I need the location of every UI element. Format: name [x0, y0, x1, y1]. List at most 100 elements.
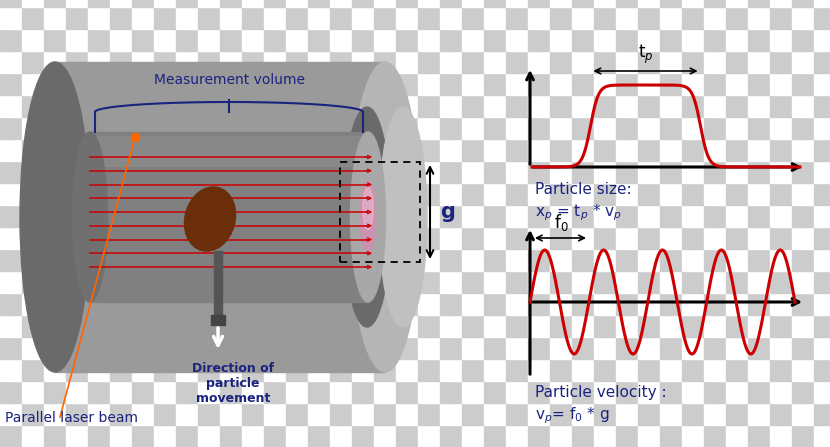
Bar	[242, 51, 264, 73]
Bar	[550, 359, 572, 381]
Bar	[110, 403, 132, 425]
Bar	[367, 107, 403, 327]
Bar	[418, 205, 440, 227]
Bar	[638, 315, 660, 337]
Bar	[44, 315, 66, 337]
Bar	[638, 337, 660, 359]
Bar	[198, 271, 220, 293]
Bar	[132, 315, 154, 337]
Bar	[506, 117, 528, 139]
Bar	[462, 95, 484, 117]
Bar	[374, 0, 396, 7]
Bar	[374, 51, 396, 73]
Bar	[308, 359, 330, 381]
Bar	[418, 183, 440, 205]
Bar	[88, 0, 110, 7]
Bar	[660, 425, 682, 447]
Bar	[616, 7, 638, 29]
Bar	[550, 139, 572, 161]
Bar	[814, 205, 830, 227]
Bar	[374, 183, 396, 205]
Bar	[770, 139, 792, 161]
Bar	[352, 293, 374, 315]
Bar	[638, 381, 660, 403]
Text: g: g	[440, 202, 455, 222]
Bar	[220, 359, 242, 381]
Bar	[616, 359, 638, 381]
Bar	[374, 359, 396, 381]
Bar	[374, 315, 396, 337]
Bar	[176, 403, 198, 425]
Bar	[418, 73, 440, 95]
Bar	[572, 161, 594, 183]
Bar	[594, 73, 616, 95]
Bar	[462, 0, 484, 7]
Bar	[528, 271, 550, 293]
Bar	[352, 161, 374, 183]
Bar	[198, 7, 220, 29]
Bar	[418, 293, 440, 315]
Bar	[462, 205, 484, 227]
Bar	[44, 249, 66, 271]
Bar	[396, 249, 418, 271]
Bar	[506, 51, 528, 73]
Bar	[211, 315, 225, 325]
Bar	[198, 293, 220, 315]
Bar	[374, 139, 396, 161]
Bar	[286, 249, 308, 271]
Bar	[594, 0, 616, 7]
Bar	[22, 0, 44, 7]
Bar	[330, 337, 352, 359]
Bar	[214, 251, 222, 317]
Bar	[814, 315, 830, 337]
Bar	[462, 227, 484, 249]
Bar	[748, 117, 770, 139]
Text: Particle velocity :: Particle velocity :	[535, 385, 666, 400]
Bar	[22, 95, 44, 117]
Bar	[814, 0, 830, 7]
Bar	[396, 95, 418, 117]
Bar	[0, 359, 22, 381]
Bar	[726, 359, 748, 381]
Bar	[22, 315, 44, 337]
Bar	[660, 271, 682, 293]
Bar	[88, 271, 110, 293]
Bar	[440, 403, 462, 425]
Bar	[462, 425, 484, 447]
Bar	[792, 7, 814, 29]
Bar	[704, 183, 726, 205]
Bar	[308, 73, 330, 95]
Bar	[660, 29, 682, 51]
Bar	[220, 249, 242, 271]
Bar	[660, 0, 682, 7]
Bar	[594, 7, 616, 29]
Bar	[462, 359, 484, 381]
Bar	[198, 381, 220, 403]
Bar	[814, 381, 830, 403]
Bar	[286, 95, 308, 117]
Bar	[572, 249, 594, 271]
Bar	[748, 425, 770, 447]
Bar	[286, 0, 308, 7]
Bar	[308, 51, 330, 73]
Bar	[286, 205, 308, 227]
Bar	[66, 293, 88, 315]
Bar	[814, 117, 830, 139]
Bar	[792, 139, 814, 161]
Bar	[264, 271, 286, 293]
Bar	[704, 117, 726, 139]
Bar	[550, 293, 572, 315]
Bar	[704, 381, 726, 403]
Bar	[0, 161, 22, 183]
Bar	[814, 271, 830, 293]
Bar	[286, 337, 308, 359]
Bar	[682, 293, 704, 315]
Bar	[110, 337, 132, 359]
Bar	[660, 73, 682, 95]
Bar	[330, 425, 352, 447]
Bar	[704, 315, 726, 337]
Bar	[594, 403, 616, 425]
Bar	[484, 29, 506, 51]
Bar	[660, 315, 682, 337]
Bar	[528, 205, 550, 227]
